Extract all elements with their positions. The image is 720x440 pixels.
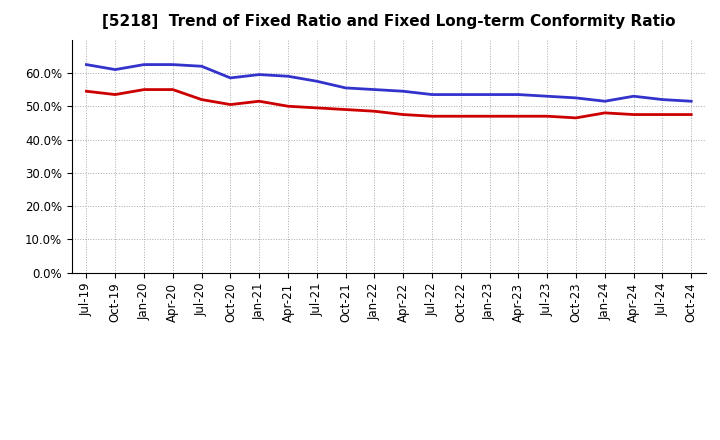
Title: [5218]  Trend of Fixed Ratio and Fixed Long-term Conformity Ratio: [5218] Trend of Fixed Ratio and Fixed Lo… [102,14,675,29]
Fixed Long-term Conformity Ratio [399,112,408,117]
Fixed Ratio [111,67,120,72]
Fixed Ratio [485,92,494,97]
Fixed Ratio [399,88,408,94]
Fixed Long-term Conformity Ratio [226,102,235,107]
Line: Fixed Ratio: Fixed Ratio [86,65,691,101]
Fixed Ratio [255,72,264,77]
Fixed Ratio [168,62,177,67]
Fixed Ratio [284,73,292,79]
Fixed Ratio [514,92,523,97]
Fixed Long-term Conformity Ratio [456,114,465,119]
Fixed Ratio [370,87,379,92]
Fixed Ratio [341,85,350,91]
Fixed Long-term Conformity Ratio [255,99,264,104]
Fixed Long-term Conformity Ratio [543,114,552,119]
Fixed Long-term Conformity Ratio [514,114,523,119]
Line: Fixed Long-term Conformity Ratio: Fixed Long-term Conformity Ratio [86,90,691,118]
Fixed Long-term Conformity Ratio [600,110,609,116]
Fixed Long-term Conformity Ratio [485,114,494,119]
Fixed Ratio [629,94,638,99]
Fixed Long-term Conformity Ratio [197,97,206,102]
Fixed Ratio [687,99,696,104]
Fixed Ratio [658,97,667,102]
Fixed Ratio [226,75,235,81]
Fixed Ratio [428,92,436,97]
Fixed Long-term Conformity Ratio [82,88,91,94]
Fixed Ratio [543,94,552,99]
Fixed Long-term Conformity Ratio [572,115,580,121]
Fixed Long-term Conformity Ratio [168,87,177,92]
Fixed Long-term Conformity Ratio [341,107,350,112]
Fixed Long-term Conformity Ratio [312,105,321,110]
Fixed Long-term Conformity Ratio [658,112,667,117]
Fixed Long-term Conformity Ratio [140,87,148,92]
Fixed Long-term Conformity Ratio [428,114,436,119]
Fixed Long-term Conformity Ratio [370,109,379,114]
Fixed Ratio [572,95,580,101]
Fixed Long-term Conformity Ratio [687,112,696,117]
Fixed Ratio [312,79,321,84]
Fixed Long-term Conformity Ratio [111,92,120,97]
Fixed Ratio [456,92,465,97]
Fixed Long-term Conformity Ratio [629,112,638,117]
Fixed Long-term Conformity Ratio [284,103,292,109]
Fixed Ratio [600,99,609,104]
Fixed Ratio [82,62,91,67]
Fixed Ratio [197,64,206,69]
Fixed Ratio [140,62,148,67]
